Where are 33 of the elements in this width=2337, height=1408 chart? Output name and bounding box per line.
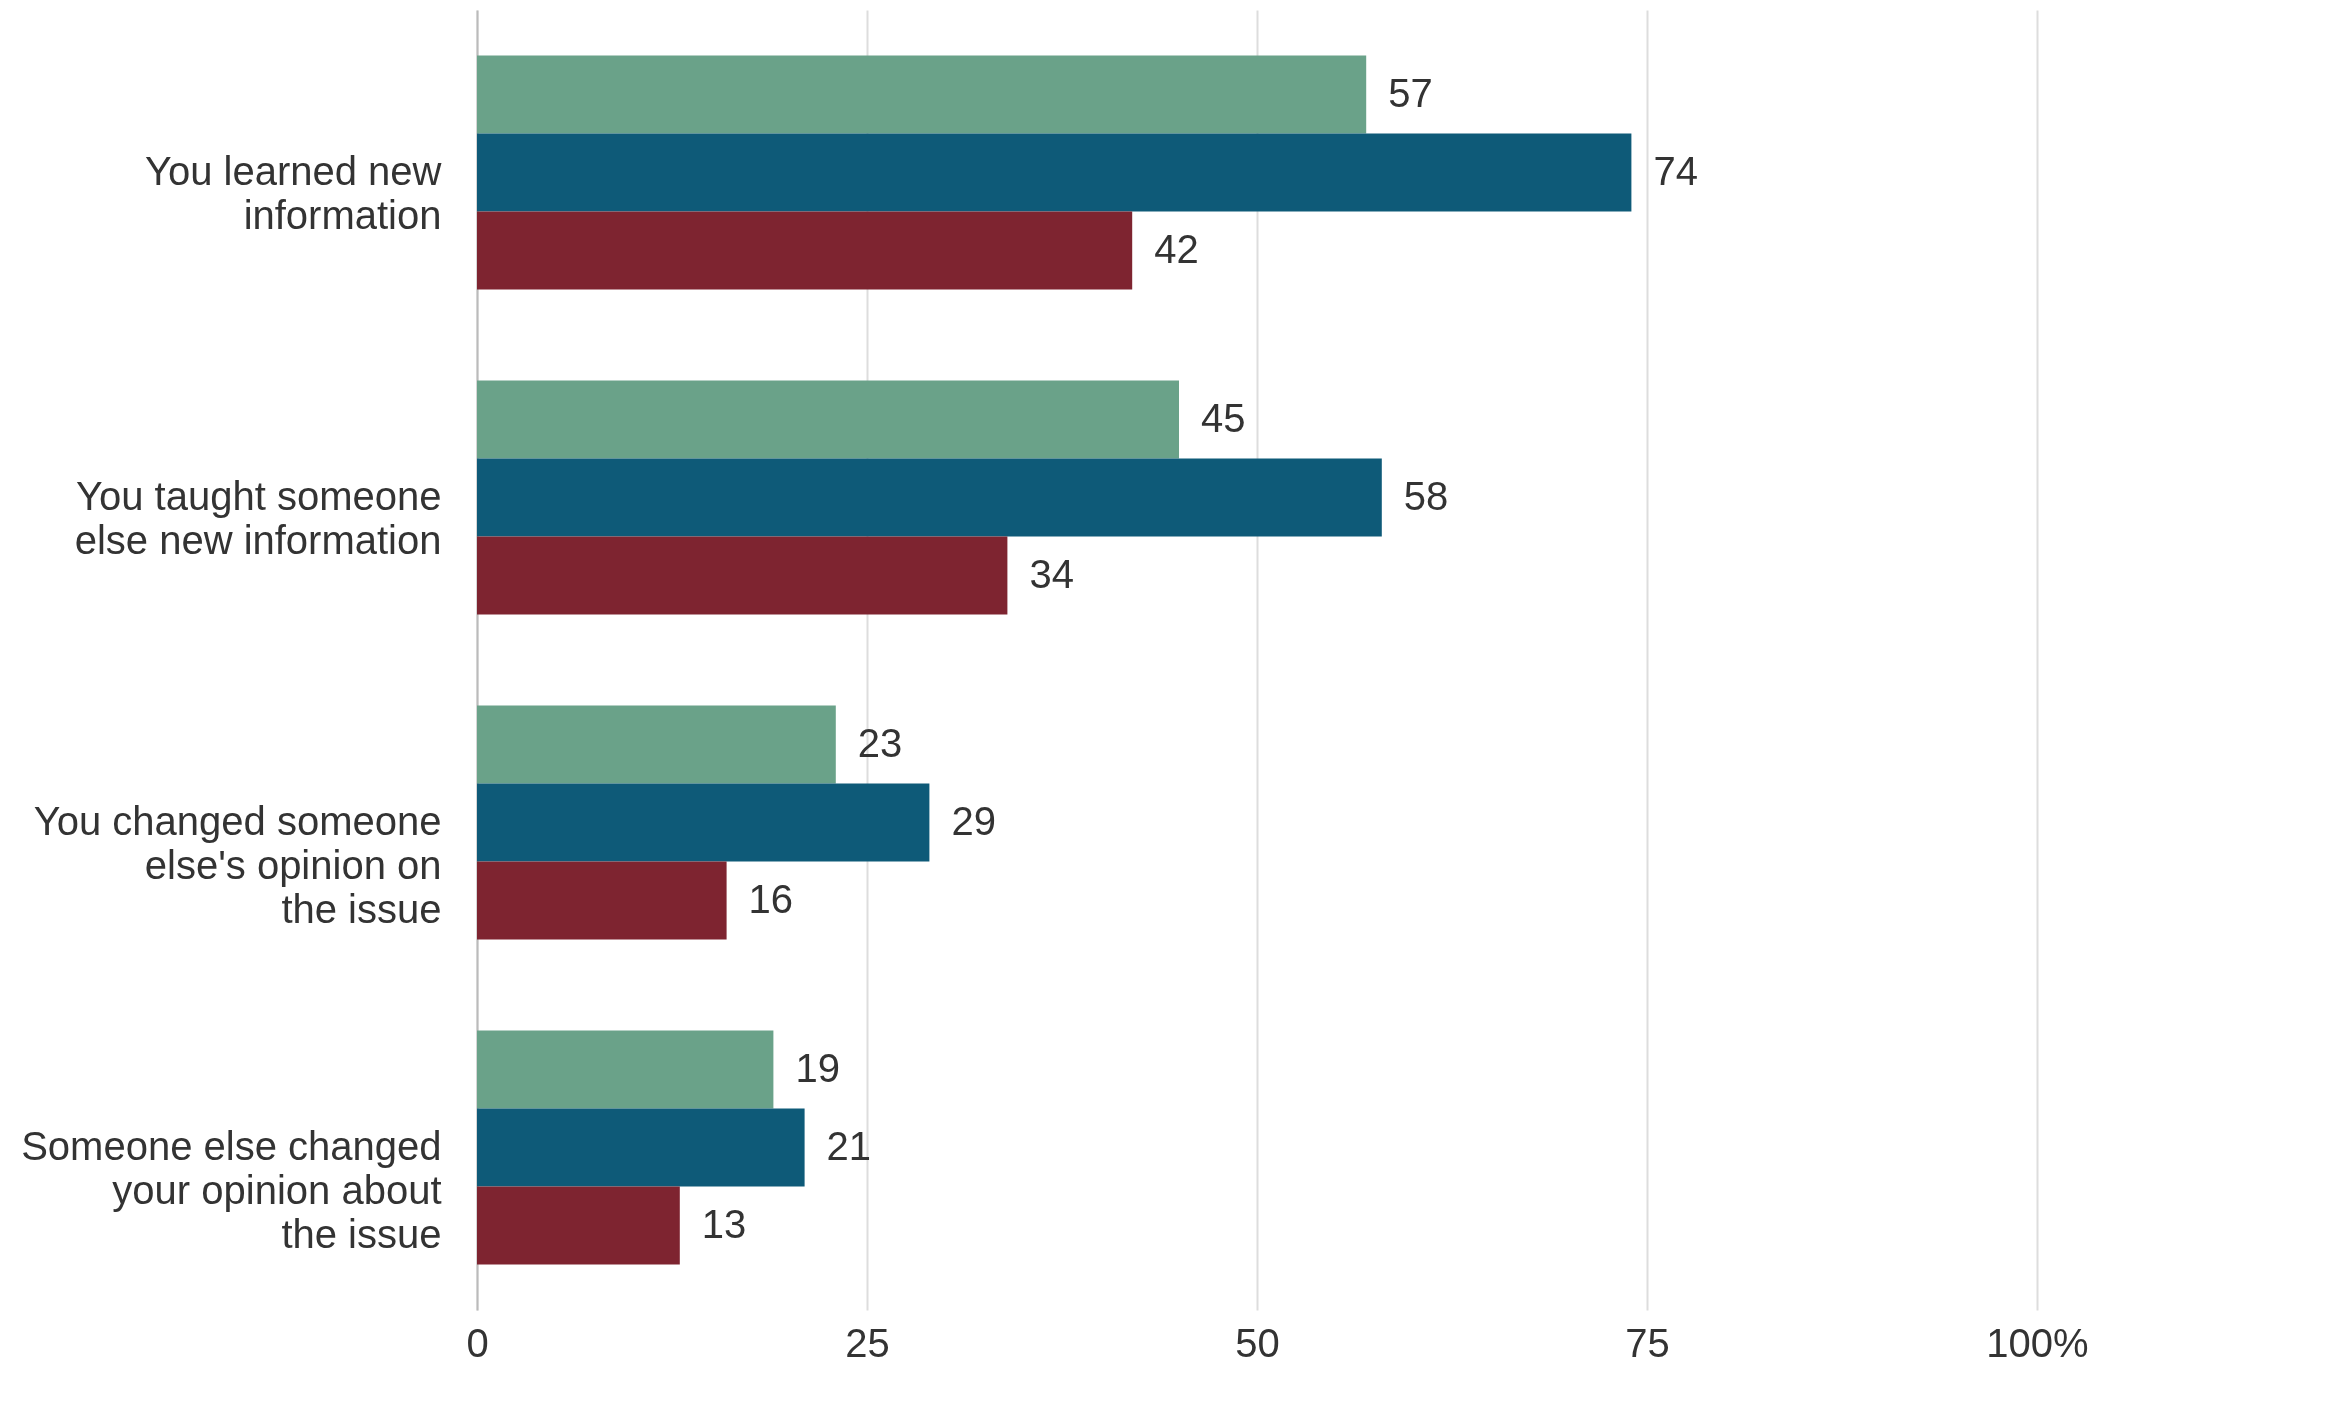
x-tick-label: 25 <box>845 1320 890 1365</box>
data-label: 42 <box>1154 226 1199 271</box>
data-label: 19 <box>795 1045 840 1090</box>
x-tick-label: 75 <box>1625 1320 1670 1365</box>
data-label: 58 <box>1403 473 1449 518</box>
data-label: 29 <box>951 798 996 843</box>
x-tick-label: 0 <box>466 1320 489 1365</box>
bar <box>477 783 930 862</box>
bar <box>477 705 836 784</box>
y-tick-label: You learned new information <box>144 148 442 237</box>
x-tick-label: 50 <box>1235 1320 1280 1365</box>
y-tick-label: You taught someone else new information <box>74 473 442 562</box>
bar <box>477 458 1382 537</box>
data-label: 45 <box>1201 395 1246 440</box>
bar <box>477 536 1008 615</box>
bar <box>477 861 727 940</box>
data-label: 16 <box>748 876 794 921</box>
bar <box>477 211 1133 290</box>
bar <box>477 133 1632 212</box>
data-label: 21 <box>826 1123 872 1168</box>
data-label: 74 <box>1653 148 1698 193</box>
bar <box>477 1030 774 1109</box>
bar <box>477 1186 680 1265</box>
y-tick-label: You changed someone else's opinion on the issue <box>33 798 442 931</box>
data-label: 23 <box>857 720 903 765</box>
y-tick-label: Someone else changed your opinion about the issue <box>21 1123 442 1256</box>
data-label: 57 <box>1388 70 1433 115</box>
bar <box>477 55 1367 134</box>
data-label: 13 <box>701 1201 747 1246</box>
data-label: 34 <box>1029 551 1074 596</box>
bar <box>477 380 1179 459</box>
bar <box>477 1108 805 1187</box>
x-tick-label: 100% <box>1986 1320 2089 1365</box>
